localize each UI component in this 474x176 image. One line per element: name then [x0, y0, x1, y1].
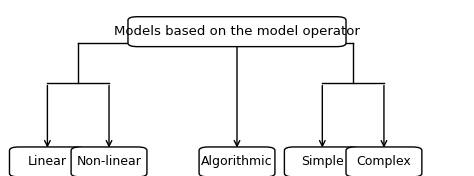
FancyBboxPatch shape — [284, 147, 360, 176]
FancyBboxPatch shape — [346, 147, 422, 176]
Text: Complex: Complex — [356, 155, 411, 168]
FancyBboxPatch shape — [71, 147, 147, 176]
Text: Linear: Linear — [28, 155, 67, 168]
Text: Algorithmic: Algorithmic — [201, 155, 273, 168]
FancyBboxPatch shape — [199, 147, 275, 176]
Text: Models based on the model operator: Models based on the model operator — [114, 25, 360, 38]
FancyBboxPatch shape — [128, 17, 346, 47]
Text: Simple: Simple — [301, 155, 344, 168]
FancyBboxPatch shape — [9, 147, 85, 176]
Text: Non-linear: Non-linear — [77, 155, 141, 168]
